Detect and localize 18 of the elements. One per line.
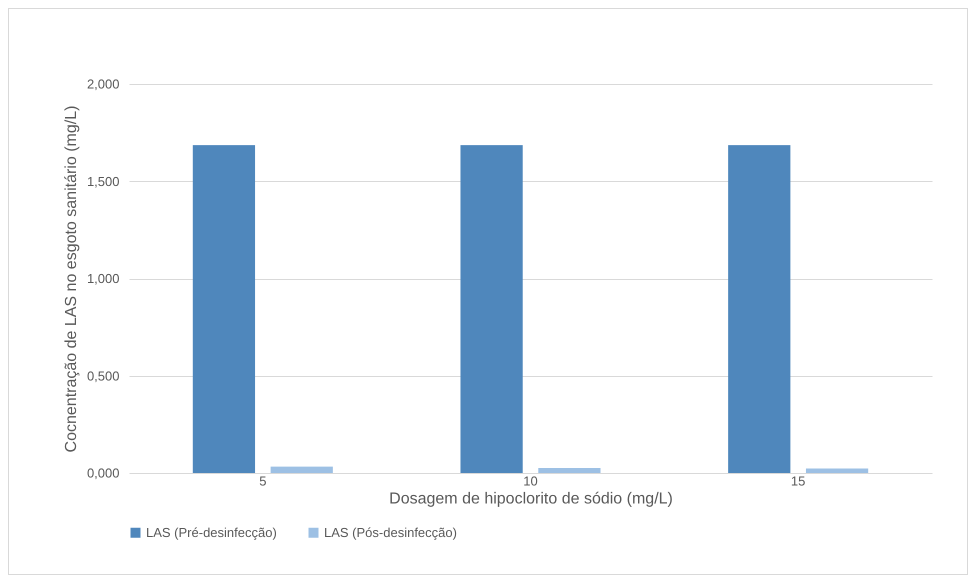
x-tick-label: 15 <box>790 474 806 488</box>
legend-label: LAS (Pós-desinfecção) <box>324 524 457 540</box>
y-tick-label: 1,000 <box>86 271 120 286</box>
y-tick-label: 0,500 <box>86 368 120 384</box>
x-axis-title: Dosagem de hipoclorito de sódio (mg/L) <box>389 490 673 508</box>
bar <box>270 466 333 473</box>
bar <box>192 145 256 473</box>
bar <box>806 468 868 473</box>
x-tick-label: 10 <box>523 474 538 488</box>
y-tick-label: 2,000 <box>86 76 120 92</box>
bar <box>538 468 601 473</box>
legend-label: LAS (Pré-desinfecção) <box>146 524 277 540</box>
x-tick-label: 5 <box>259 474 266 488</box>
bar <box>728 145 790 473</box>
y-tick-label: 1,500 <box>86 174 120 189</box>
bar <box>460 145 523 473</box>
y-axis-title: Cocnentração de LAS no esgoto sanitário (mg/L) <box>62 106 80 452</box>
y-tick-label: 0,000 <box>86 466 120 480</box>
